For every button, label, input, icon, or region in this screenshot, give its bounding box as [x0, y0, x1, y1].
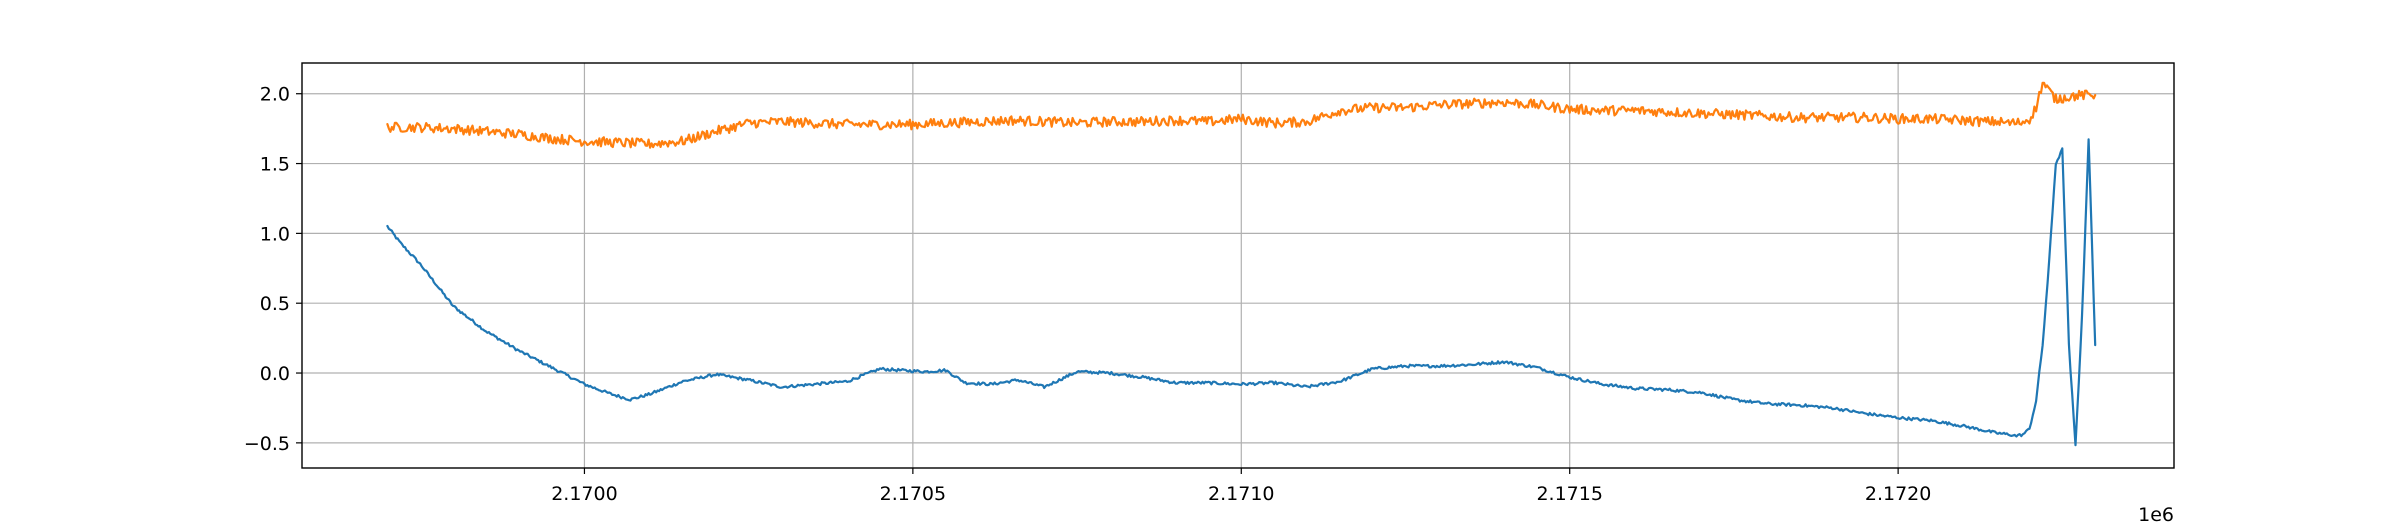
x-offset-label: 1e6	[2138, 504, 2174, 525]
axes-frame	[301, 62, 2175, 469]
x-tick-label: 2.1700	[551, 483, 617, 505]
x-axis-ticks: 2.1700 2.1705 2.1710 2.1715 2.1720	[551, 468, 1931, 505]
series-layer	[386, 81, 2097, 447]
y-axis-ticks: −0.5 0.0 0.5 1.0 1.5 2.0	[244, 84, 302, 455]
y-tick-label: 1.5	[260, 154, 290, 176]
y-tick-label: 2.0	[260, 84, 290, 106]
y-tick-label: −0.5	[244, 433, 290, 455]
y-tick-label: 0.5	[260, 293, 290, 315]
series-line-1	[386, 138, 2097, 447]
x-tick-label: 2.1715	[1536, 483, 1602, 505]
y-tick-label: 1.0	[260, 223, 290, 245]
grid-lines	[302, 63, 2174, 468]
x-tick-label: 2.1710	[1208, 483, 1274, 505]
x-tick-label: 2.1705	[880, 483, 946, 505]
series-line-2	[386, 81, 2097, 149]
x-tick-label: 2.1720	[1865, 483, 1931, 505]
y-tick-label: 0.0	[260, 363, 290, 385]
